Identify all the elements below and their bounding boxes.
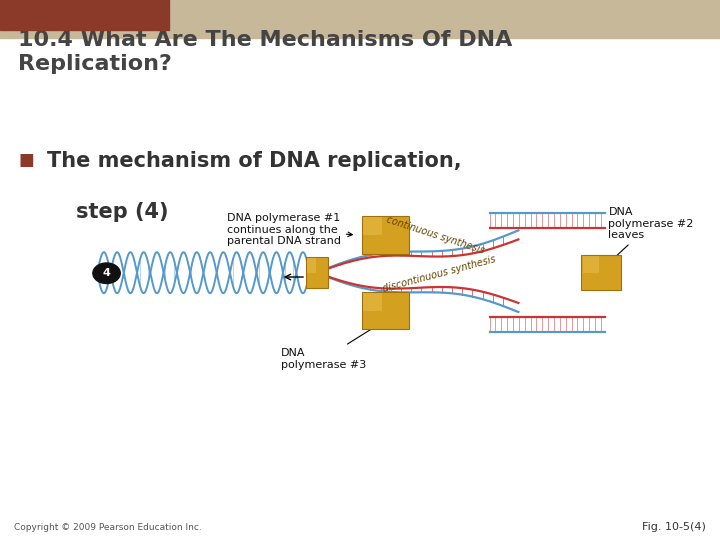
- Text: discontinuous synthesis: discontinuous synthesis: [382, 254, 497, 294]
- Bar: [362, 216, 409, 254]
- Bar: [364, 217, 382, 235]
- Bar: [583, 256, 599, 273]
- Text: 4: 4: [103, 268, 110, 278]
- Text: continuous synthesis: continuous synthesis: [385, 214, 486, 256]
- Text: step (4): step (4): [47, 202, 168, 222]
- Text: The mechanism of DNA replication,: The mechanism of DNA replication,: [47, 151, 462, 171]
- Bar: [362, 292, 409, 329]
- Text: Copyright © 2009 Pearson Education Inc.: Copyright © 2009 Pearson Education Inc.: [14, 523, 202, 532]
- Bar: [307, 258, 316, 273]
- Text: ■: ■: [18, 151, 34, 169]
- Bar: [0, 0, 169, 30]
- Text: 10.4 What Are The Mechanisms Of DNA
Replication?: 10.4 What Are The Mechanisms Of DNA Repl…: [18, 30, 513, 73]
- Text: DNA polymerase #1
continues along the
parental DNA strand: DNA polymerase #1 continues along the pa…: [227, 213, 352, 246]
- Text: Fig. 10-5(4): Fig. 10-5(4): [642, 522, 706, 532]
- Circle shape: [93, 263, 120, 284]
- Bar: [0, 0, 720, 38]
- Bar: [582, 255, 621, 291]
- Bar: [364, 293, 382, 310]
- Text: DNA
polymerase #2
leaves: DNA polymerase #2 leaves: [604, 207, 694, 267]
- Text: DNA
polymerase #3: DNA polymerase #3: [281, 318, 389, 370]
- Bar: [306, 257, 328, 288]
